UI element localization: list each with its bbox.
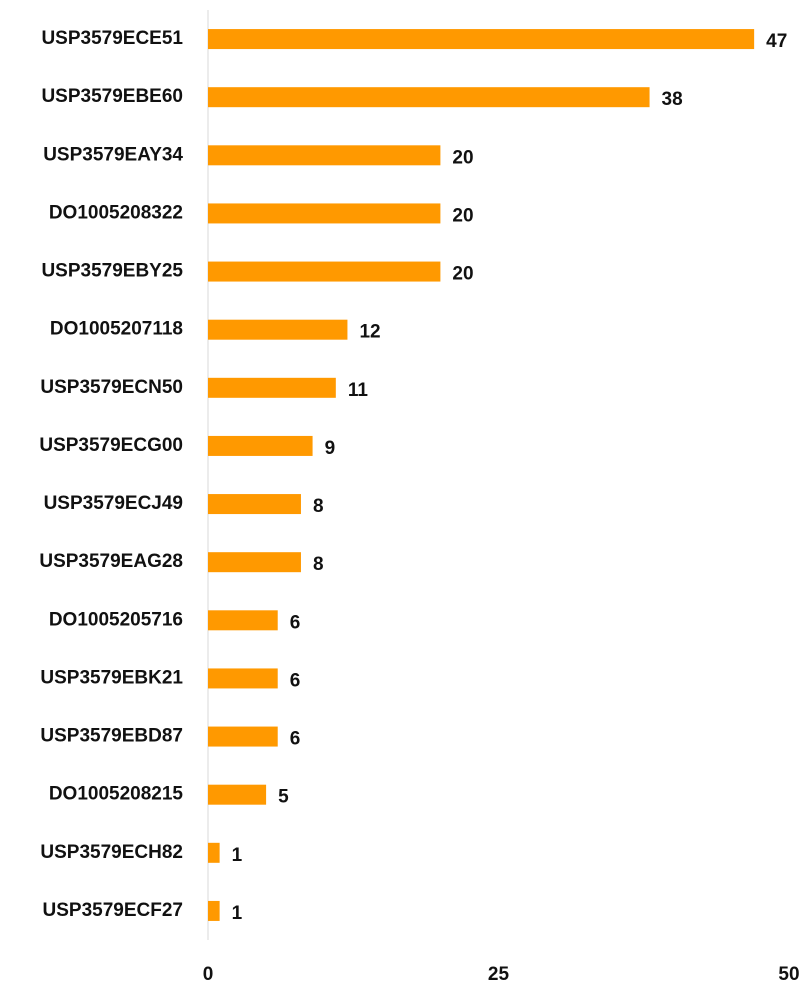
bar — [208, 726, 278, 747]
bar — [208, 900, 220, 921]
data-label: 11 — [348, 380, 369, 401]
bar — [208, 435, 313, 456]
data-label: 6 — [290, 670, 301, 691]
y-tick-label: USP3579EBD87 — [40, 726, 183, 747]
y-tick-label: USP3579ECJ49 — [44, 493, 183, 514]
y-tick-label: USP3579ECE51 — [41, 28, 183, 49]
y-tick-label: DO1005208322 — [49, 202, 183, 223]
data-label: 20 — [452, 264, 473, 285]
data-label: 5 — [278, 787, 289, 808]
bar — [208, 842, 220, 863]
y-tick-label: DO1005205716 — [49, 609, 183, 630]
bar — [208, 494, 301, 515]
data-label: 8 — [313, 496, 324, 517]
bar — [208, 668, 278, 689]
data-label: 47 — [766, 31, 787, 52]
bar — [208, 203, 441, 224]
data-label: 20 — [452, 147, 473, 168]
bar — [208, 145, 441, 166]
y-tick-label: USP3579ECN50 — [40, 377, 183, 398]
bar — [208, 261, 441, 282]
bar — [208, 87, 650, 108]
x-tick-label: 0 — [203, 964, 214, 985]
data-label: 1 — [232, 845, 243, 866]
y-tick-label: USP3579EAY34 — [43, 144, 183, 165]
x-tick-label: 25 — [488, 964, 510, 985]
data-label: 38 — [662, 89, 683, 110]
y-tick-label: USP3579EAG28 — [39, 551, 183, 572]
bar — [208, 29, 755, 50]
y-tick-label: USP3579EBY25 — [41, 261, 183, 282]
y-tick-label: USP3579ECH82 — [40, 842, 183, 863]
data-label: 8 — [313, 554, 324, 575]
data-label: 9 — [325, 438, 336, 459]
y-tick-label: USP3579ECG00 — [39, 435, 183, 456]
data-label: 6 — [290, 612, 301, 633]
bar — [208, 784, 267, 805]
bar — [208, 319, 348, 340]
data-label: 12 — [359, 322, 380, 343]
data-label: 20 — [452, 205, 473, 226]
x-tick-label: 50 — [778, 964, 799, 985]
y-tick-label: USP3579ECF27 — [43, 900, 183, 921]
bar — [208, 610, 278, 631]
data-label: 6 — [290, 729, 301, 750]
bar — [208, 552, 301, 573]
bar — [208, 377, 336, 398]
y-tick-label: USP3579EBK21 — [40, 667, 183, 688]
y-tick-label: DO1005207118 — [50, 319, 183, 340]
data-label: 1 — [232, 903, 243, 924]
y-tick-label: USP3579EBE60 — [41, 86, 183, 107]
y-tick-label: DO1005208215 — [49, 784, 184, 805]
